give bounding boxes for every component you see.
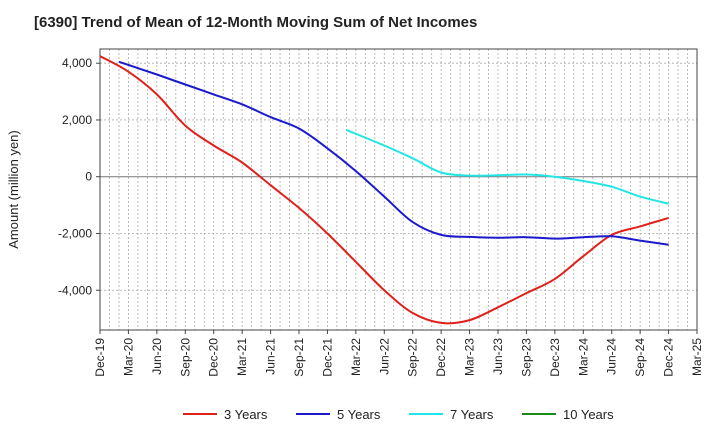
x-tick-label: Sep-21 [292, 338, 306, 377]
x-tick-label: Dec-22 [434, 338, 448, 377]
x-tick-label: Mar-24 [576, 338, 590, 376]
x-tick-label: Dec-21 [320, 338, 334, 377]
x-tick-label: Jun-21 [264, 338, 278, 375]
x-tick-label: Dec-20 [207, 338, 221, 377]
legend-label: 5 Years [337, 407, 381, 422]
x-tick-label: Sep-20 [178, 338, 192, 377]
legend-item-10-years: 10 Years [522, 407, 614, 422]
y-axis-ticks: 4,000 2,000 0 -2,000 -4,000 [58, 56, 100, 297]
series-line-7-years [346, 128, 669, 205]
x-tick-label: Dec-24 [662, 338, 676, 377]
plot-frame [99, 48, 698, 331]
x-tick-label: Sep-23 [519, 338, 533, 377]
x-tick-label: Mar-22 [349, 338, 363, 376]
chart-title: [6390] Trend of Mean of 12-Month Moving … [34, 14, 478, 31]
grid-lines [100, 49, 697, 330]
x-tick-label: Sep-22 [406, 338, 420, 377]
legend-label: 3 Years [224, 407, 268, 422]
x-tick-label: Mar-20 [121, 338, 135, 376]
y-tick-label: -2,000 [58, 226, 92, 240]
y-tick-label: -4,000 [58, 283, 92, 297]
x-tick-label: Mar-23 [463, 338, 477, 376]
x-tick-label: Mar-25 [690, 338, 704, 376]
legend: 3 Years 5 Years 7 Years 10 Years [183, 407, 614, 422]
y-tick-label: 2,000 [62, 113, 92, 127]
series-line-5-years [118, 60, 669, 246]
x-tick-label: Jun-23 [491, 338, 505, 375]
legend-label: 7 Years [450, 407, 494, 422]
x-tick-label: Sep-24 [633, 338, 647, 377]
y-tick-label: 0 [85, 170, 92, 184]
series-lines [99, 55, 669, 325]
x-tick-label: Jun-22 [377, 338, 391, 375]
x-tick-label: Dec-19 [93, 338, 107, 377]
x-tick-label: Jun-20 [150, 338, 164, 375]
y-tick-label: 4,000 [62, 56, 92, 70]
legend-item-3-years: 3 Years [183, 407, 268, 422]
x-tick-label: Dec-23 [548, 338, 562, 377]
series-line-3-years [99, 55, 669, 325]
legend-item-7-years: 7 Years [409, 407, 494, 422]
legend-label: 10 Years [563, 407, 614, 422]
x-axis-ticks: Dec-19 Mar-20 Jun-20 Sep-20 Dec-20 Mar-21 Jun-… [93, 330, 704, 377]
x-tick-label: Mar-21 [235, 338, 249, 376]
x-tick-label: Jun-24 [605, 338, 619, 375]
legend-item-5-years: 5 Years [296, 407, 381, 422]
y-axis-title: Amount (million yen) [6, 130, 21, 249]
